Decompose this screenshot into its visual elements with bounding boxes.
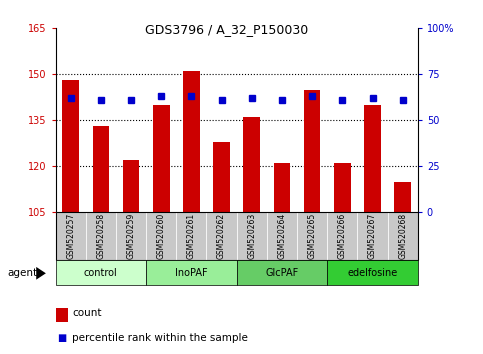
Bar: [327, 260, 418, 285]
Text: control: control: [84, 268, 118, 278]
Bar: [237, 212, 267, 260]
Bar: [388, 212, 418, 260]
Bar: [304, 90, 320, 212]
Text: GSM520262: GSM520262: [217, 213, 226, 259]
Text: GSM520268: GSM520268: [398, 213, 407, 259]
Bar: [146, 212, 176, 260]
Text: GSM520259: GSM520259: [127, 213, 136, 259]
Bar: [207, 212, 237, 260]
Text: GSM520263: GSM520263: [247, 213, 256, 259]
Text: GSM520260: GSM520260: [156, 213, 166, 259]
Bar: [334, 163, 351, 212]
Text: GSM520261: GSM520261: [187, 213, 196, 259]
Bar: [116, 212, 146, 260]
Bar: [395, 182, 411, 212]
Text: GlcPAF: GlcPAF: [265, 268, 298, 278]
Text: GSM520266: GSM520266: [338, 213, 347, 259]
Text: agent: agent: [7, 268, 37, 278]
Text: edelfosine: edelfosine: [347, 268, 398, 278]
Bar: [93, 126, 109, 212]
Bar: [56, 212, 86, 260]
Text: GSM520258: GSM520258: [96, 213, 105, 259]
Text: percentile rank within the sample: percentile rank within the sample: [72, 333, 248, 343]
Text: GSM520265: GSM520265: [308, 213, 317, 259]
Bar: [146, 260, 237, 285]
Bar: [176, 212, 207, 260]
Text: ■: ■: [57, 333, 66, 343]
Bar: [327, 212, 357, 260]
Bar: [56, 260, 146, 285]
Text: count: count: [72, 308, 102, 318]
Bar: [243, 117, 260, 212]
Bar: [123, 160, 139, 212]
Bar: [297, 212, 327, 260]
Bar: [357, 212, 388, 260]
Text: GDS3796 / A_32_P150030: GDS3796 / A_32_P150030: [145, 23, 309, 36]
Bar: [364, 105, 381, 212]
Bar: [62, 80, 79, 212]
Bar: [153, 105, 170, 212]
Bar: [267, 212, 297, 260]
Text: GSM520257: GSM520257: [66, 213, 75, 259]
Text: InoPAF: InoPAF: [175, 268, 208, 278]
Bar: [213, 142, 230, 212]
Bar: [183, 71, 199, 212]
Text: GSM520264: GSM520264: [277, 213, 286, 259]
Bar: [86, 212, 116, 260]
Bar: [237, 260, 327, 285]
Text: GSM520267: GSM520267: [368, 213, 377, 259]
Bar: [274, 163, 290, 212]
